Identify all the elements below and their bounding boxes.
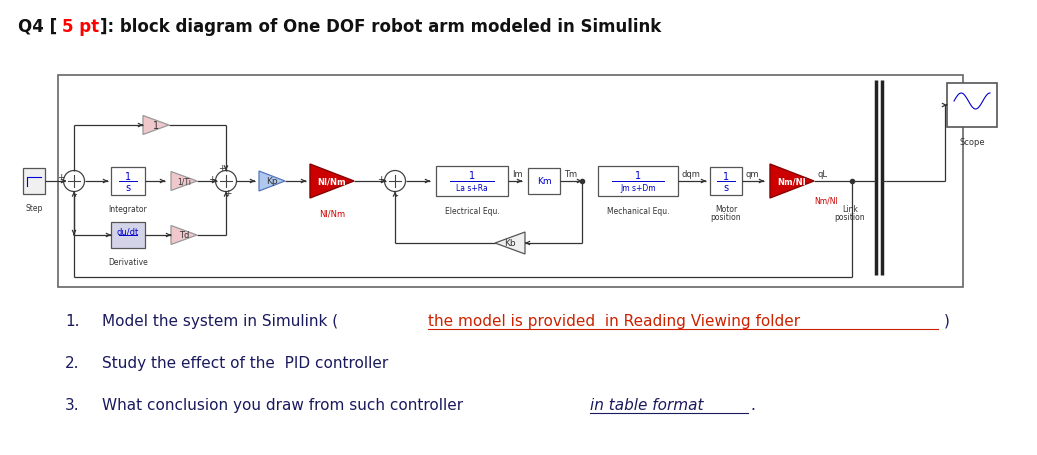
Text: Kp: Kp [267,177,278,186]
Text: 2.: 2. [65,355,80,370]
Text: La s+Ra: La s+Ra [456,184,487,193]
Text: Nl/Nm: Nl/Nm [319,210,345,218]
Text: 1: 1 [723,172,729,182]
Text: +: + [57,173,64,182]
Polygon shape [495,233,525,254]
Text: qm: qm [746,170,759,179]
FancyBboxPatch shape [598,167,678,197]
Text: Jm s+Dm: Jm s+Dm [620,184,655,193]
Text: Model the system in Simulink (: Model the system in Simulink ( [102,313,338,328]
FancyBboxPatch shape [436,167,508,197]
Text: 1: 1 [152,121,159,131]
Text: Mechanical Equ.: Mechanical Equ. [607,207,669,216]
Text: Step: Step [25,203,43,212]
Text: +: + [224,189,231,198]
Polygon shape [143,116,169,135]
Polygon shape [770,165,814,198]
Text: 1: 1 [124,172,131,182]
Polygon shape [310,165,354,198]
Text: Study the effect of the  PID controller: Study the effect of the PID controller [102,355,388,370]
Text: What conclusion you draw from such controller: What conclusion you draw from such contr… [102,397,464,412]
FancyBboxPatch shape [947,84,997,128]
Text: +: + [208,175,216,184]
Text: Km: Km [537,177,552,186]
Text: Td: Td [178,231,189,240]
Text: position: position [710,212,741,222]
Text: 1: 1 [635,171,641,181]
Text: +: + [218,164,226,173]
Text: 1: 1 [469,171,475,181]
Text: 5 pt: 5 pt [62,18,100,36]
Text: s: s [724,182,729,192]
Polygon shape [259,172,285,192]
Text: position: position [835,212,865,222]
Text: s: s [125,182,131,192]
Text: Nm/Nl: Nm/Nl [814,197,838,206]
Polygon shape [171,172,197,191]
FancyBboxPatch shape [23,169,45,195]
Text: Tm: Tm [564,170,578,179]
Text: in table format: in table format [590,397,703,412]
Text: Kb: Kb [504,239,515,248]
Text: Motor: Motor [714,205,737,213]
Text: -: - [74,188,77,198]
Text: .: . [750,397,755,412]
Text: Integrator: Integrator [109,205,147,213]
Text: 1/Ti: 1/Ti [177,177,191,186]
FancyBboxPatch shape [111,222,145,248]
FancyBboxPatch shape [58,76,963,288]
Text: Nl/Nm: Nl/Nm [317,177,346,186]
Text: +: + [377,175,385,184]
Text: Nm/Nl: Nm/Nl [778,177,807,186]
Text: Link: Link [842,205,858,213]
Text: Electrical Equ.: Electrical Equ. [445,207,500,216]
Text: du/dt: du/dt [117,227,139,236]
Text: ]: block diagram of One DOF robot arm modeled in Simulink: ]: block diagram of One DOF robot arm mo… [100,18,662,36]
Text: -: - [394,190,398,200]
Text: 1.: 1. [65,313,80,328]
FancyBboxPatch shape [528,169,560,195]
Text: qL: qL [818,170,828,179]
FancyBboxPatch shape [710,167,742,196]
FancyBboxPatch shape [111,167,145,196]
Text: ): ) [944,313,950,328]
Text: Q4 [: Q4 [ [18,18,57,36]
Polygon shape [171,226,197,245]
Text: Im: Im [512,170,523,179]
Text: dqm: dqm [682,170,701,179]
Text: 3.: 3. [65,397,80,412]
Text: Derivative: Derivative [108,258,148,267]
Text: the model is provided  in Reading Viewing folder: the model is provided in Reading Viewing… [428,313,801,328]
Text: Scope: Scope [959,138,985,147]
